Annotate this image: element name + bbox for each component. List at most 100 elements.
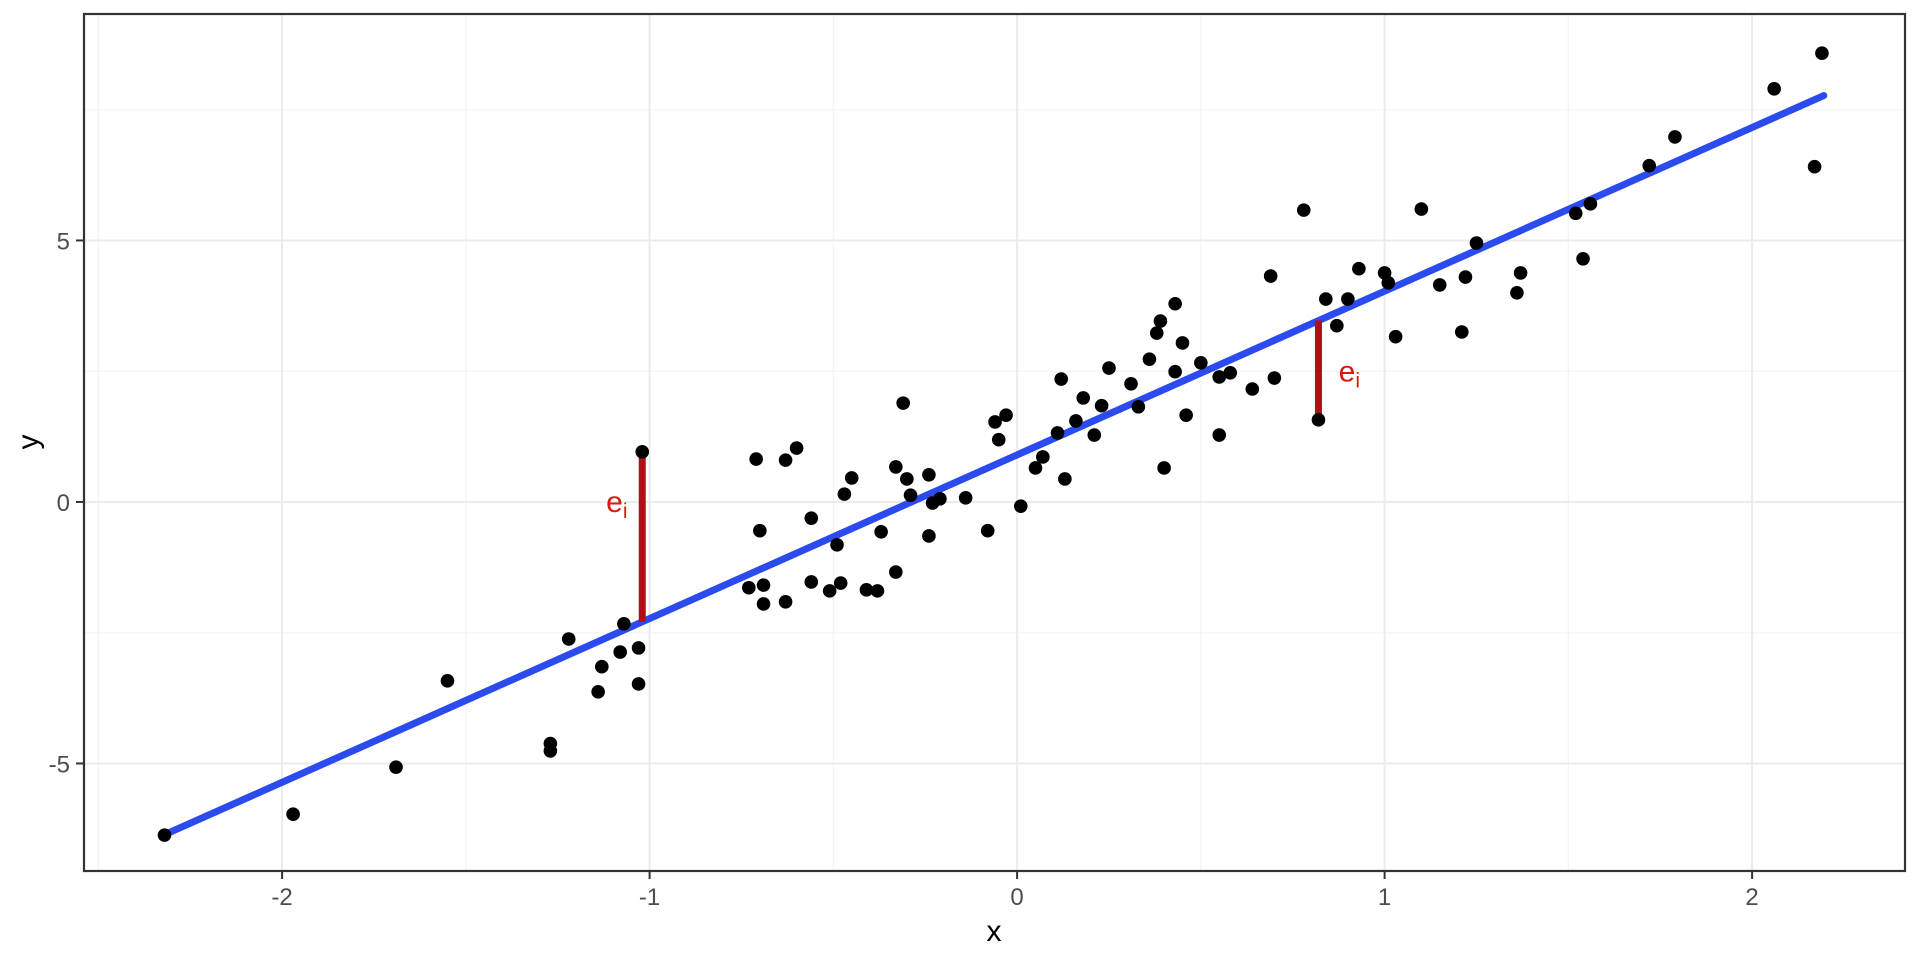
data-point [1330,318,1344,333]
data-point [778,595,793,609]
data-point [1028,461,1043,475]
axis-tick-marks [76,239,1754,879]
data-point [631,641,646,655]
data-point [613,645,627,659]
data-point [756,578,771,592]
data-point [1149,326,1164,340]
data-point [896,396,910,410]
data-point [1245,382,1260,396]
data-point [591,685,605,699]
data-point [1458,270,1473,284]
data-point [789,441,804,455]
data-point [1352,261,1366,276]
y-tick-label: 0 [57,490,70,517]
residual-label: ei [606,486,627,523]
data-point [1583,197,1598,211]
data-point [286,807,300,822]
x-axis-title: x [987,915,1002,948]
data-point [1102,361,1116,375]
data-point [1381,276,1396,290]
panel-border [82,12,1907,873]
data-point [1212,428,1227,442]
x-tick-label: 0 [1010,884,1023,911]
data-point [1124,376,1138,391]
data-point [1807,159,1822,174]
data-point [756,597,771,611]
x-tick-label: -1 [639,884,660,911]
data-point [389,760,403,774]
data-point [1815,46,1829,61]
data-point [1469,236,1484,250]
data-point [889,460,903,474]
data-point [1168,296,1182,311]
data-point [1414,202,1429,216]
data-point [889,565,903,579]
data-point [1087,428,1102,442]
data-point [778,453,793,467]
data-point [440,674,455,688]
data-point [1168,364,1182,379]
data-point [561,632,576,646]
data-point [859,583,874,597]
x-tick-label: 2 [1745,884,1758,911]
data-point [1157,461,1171,475]
data-point [1576,251,1590,266]
y-axis-title: y [12,435,45,450]
data-point [1267,371,1282,385]
data-points [157,46,1829,842]
x-tick-label: -2 [271,884,292,911]
data-point [844,471,859,485]
data-point [1510,285,1524,300]
data-point [753,523,767,538]
data-point [749,452,763,466]
regression-line-segment [160,92,1828,839]
data-point [958,490,973,505]
data-point [980,523,995,538]
y-tick-label: -5 [49,751,70,778]
data-point [1568,206,1583,221]
data-point [631,677,646,691]
y-tick-label: 5 [57,228,70,255]
data-point [999,408,1013,422]
data-point [1296,203,1311,217]
data-point [1642,158,1657,173]
data-point [1058,472,1072,486]
data-point [988,415,1002,429]
data-point [543,744,558,758]
data-point [1212,370,1227,384]
data-point [595,659,609,674]
data-point [991,432,1006,447]
data-point [1050,426,1065,440]
x-tick-label: 1 [1378,884,1391,911]
data-point [870,584,885,598]
data-point [1668,130,1682,144]
data-point [635,444,650,459]
data-point [157,828,172,842]
data-point [1069,414,1083,428]
data-point [1319,292,1333,306]
data-point [1153,314,1168,328]
data-point [837,487,852,501]
data-point [1094,398,1109,413]
data-point [822,584,837,598]
data-point [922,467,936,482]
data-point [1142,352,1157,366]
panel-border-rect [82,12,1907,873]
grid-minor-lines [84,14,1905,871]
data-point [874,524,888,539]
data-point [804,511,819,525]
residual-label: ei [1339,356,1360,393]
data-point [1311,413,1326,427]
data-point [617,617,631,631]
grid-major-lines [84,14,1905,871]
residual-segments [638,320,1322,622]
residual-labels: ei ei [606,356,1360,523]
data-point [833,576,848,590]
data-point [1263,269,1278,283]
data-point [1341,292,1355,306]
data-point [1223,365,1238,380]
data-point [1513,266,1528,280]
data-point [804,575,819,589]
